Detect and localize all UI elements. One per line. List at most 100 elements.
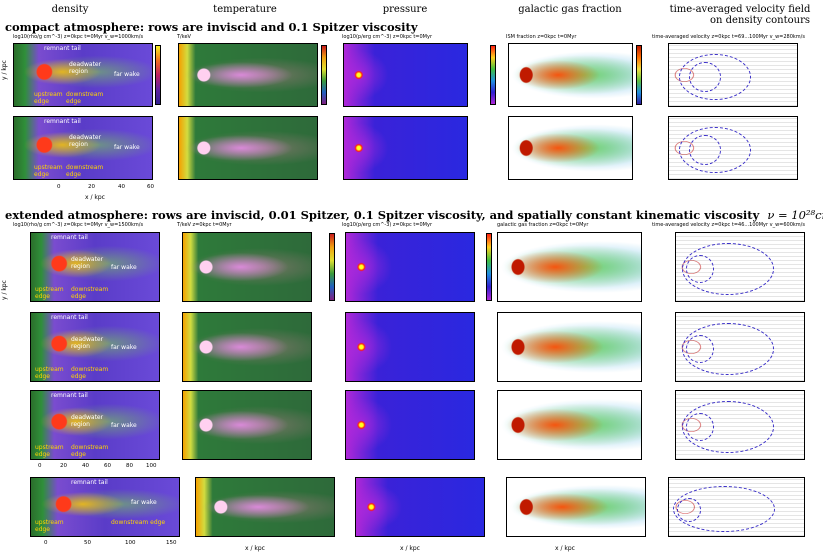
extended-x-tick: 20 [60, 463, 67, 469]
extended-vel-label: time-averaged velocity z=0kpc t=46...100… [652, 222, 805, 228]
extended-x-tick: 40 [82, 463, 89, 469]
upstream-edge-annotation: upstream edge [34, 91, 63, 105]
extended-x-axis-label-press: x / kpc [400, 545, 420, 552]
extended-press-panel-4 [355, 477, 485, 537]
extended-x-tick: 0 [38, 463, 42, 469]
compact-press-panel-2 [343, 116, 468, 180]
extended-gas-label: galactic gas fraction z=0kpc t=0Myr [497, 222, 589, 228]
far-wake-annotation: far wake [114, 71, 140, 78]
upstream-edge-annotation: upstream edge [34, 164, 63, 178]
extended-press-panel-3 [345, 390, 475, 460]
downstream-edge-annotation: downstream edge [71, 366, 109, 380]
deadwater-annotation: deadwater region [71, 414, 104, 428]
extended-temp-colorbar [329, 233, 335, 301]
compact-density-label: log10(rho/g cm^-3) z=0kpc t=0Myr v_w=100… [13, 34, 144, 40]
upstream-edge-annotation: upstream edge [35, 286, 64, 300]
upstream-edge-annotation: upstream edge [35, 366, 64, 380]
extended-temp-label: T/keV z=0kpc t=0Myr [177, 222, 232, 228]
upstream-edge-annotation: upstream edge [35, 519, 64, 533]
extended-vel-panel-3 [675, 390, 805, 460]
remnant-tail-annotation: remnant tail [51, 392, 88, 399]
extended-gas-panel-2 [497, 312, 642, 382]
extended-press-panel-1 [345, 232, 475, 302]
extended-x-tick-long: 0 [44, 540, 48, 546]
column-header-velocity: time-averaged velocity field on density … [660, 4, 820, 26]
far-wake-annotation: far wake [111, 422, 137, 429]
far-wake-annotation: far wake [114, 144, 140, 151]
extended-x-tick: 100 [146, 463, 157, 469]
extended-temp-panel-1 [182, 232, 312, 302]
upstream-edge-annotation: upstream edge [35, 444, 64, 458]
compact-temp-label: T/keV [177, 34, 191, 40]
extended-vel-panel-1 [675, 232, 805, 302]
remnant-tail-annotation: remnant tail [44, 45, 81, 52]
column-header-temperature: temperature [213, 4, 277, 15]
compact-x-tick: 0 [57, 184, 61, 190]
remnant-tail-annotation: remnant tail [51, 234, 88, 241]
compact-temp-panel-2 [178, 116, 318, 180]
far-wake-annotation: far wake [111, 344, 137, 351]
extended-vel-panel-4 [668, 477, 805, 537]
extended-temp-panel-3 [182, 390, 312, 460]
compact-x-axis-label: x / kpc [85, 194, 105, 201]
extended-vel-panel-2 [675, 312, 805, 382]
extended-x-axis-label-temp: x / kpc [245, 545, 265, 552]
compact-vel-label: time-averaged velocity z=0kpc t=69...100… [652, 34, 805, 40]
velocity-header-line1: time-averaged velocity field [669, 4, 811, 15]
compact-gas-label: ISM fraction z=0kpc t=0Myr [506, 34, 577, 40]
compact-temp-colorbar [321, 45, 327, 105]
compact-press-label: log10(p/erg cm^-3) z=0kpc t=0Myr [342, 34, 432, 40]
column-header-gas-fraction: galactic gas fraction [518, 4, 622, 15]
remnant-tail-annotation: remnant tail [71, 479, 108, 486]
deadwater-annotation: deadwater region [69, 134, 102, 148]
compact-press-colorbar [490, 45, 496, 105]
compact-press-panel-1 [343, 43, 468, 107]
nu-expression: ν = 10²⁸cm²s⁻¹ [767, 208, 823, 222]
compact-x-tick: 60 [147, 184, 154, 190]
extended-density-panel-4: remnant tail far wake upstream edge down… [30, 477, 180, 537]
extended-section-title: extended atmosphere: rows are inviscid, … [5, 208, 823, 222]
compact-x-tick: 20 [88, 184, 95, 190]
extended-x-tick: 60 [104, 463, 111, 469]
deadwater-annotation: deadwater region [71, 336, 104, 350]
compact-section-title: compact atmosphere: rows are inviscid an… [5, 20, 418, 34]
compact-gas-panel-1 [508, 43, 633, 107]
extended-density-panel-3: remnant tail deadwater region far wake u… [30, 390, 160, 460]
extended-density-label: log10(rho/g cm^-3) z=0kpc t=0Myr v_w=150… [13, 222, 144, 228]
extended-gas-panel-1 [497, 232, 642, 302]
extended-title-text: extended atmosphere: rows are inviscid, … [5, 208, 760, 222]
column-header-pressure: pressure [382, 4, 428, 15]
extended-density-panel-2: remnant tail deadwater region far wake u… [30, 312, 160, 382]
far-wake-annotation: far wake [131, 499, 157, 506]
extended-x-axis-label-gas: x / kpc [555, 545, 575, 552]
compact-temp-panel-1 [178, 43, 318, 107]
compact-density-panel-1: remnant tail deadwater region far wake u… [13, 43, 153, 107]
compact-vel-panel-1 [668, 43, 798, 107]
compact-gas-colorbar [636, 45, 642, 105]
remnant-tail-annotation: remnant tail [51, 314, 88, 321]
compact-density-colorbar [155, 45, 161, 105]
extended-x-tick-long: 50 [84, 540, 91, 546]
downstream-edge-annotation: downstream edge [71, 444, 109, 458]
compact-gas-panel-2 [508, 116, 633, 180]
deadwater-annotation: deadwater region [69, 61, 102, 75]
extended-x-tick: 80 [126, 463, 133, 469]
extended-x-tick-long: 150 [166, 540, 177, 546]
velocity-header-line2: on density contours [709, 15, 811, 26]
compact-x-tick: 40 [118, 184, 125, 190]
extended-press-colorbar [486, 233, 492, 301]
compact-y-axis-label: y / kpc [1, 60, 8, 80]
extended-temp-panel-4 [195, 477, 335, 537]
extended-density-panel-1: remnant tail deadwater region far wake u… [30, 232, 160, 302]
deadwater-annotation: deadwater region [71, 256, 104, 270]
remnant-tail-annotation: remnant tail [44, 118, 81, 125]
downstream-edge-inline-annotation: downstream edge [111, 519, 166, 526]
downstream-edge-annotation: downstream edge [66, 164, 104, 178]
downstream-edge-annotation: downstream edge [66, 91, 104, 105]
extended-press-label: log10(p/erg cm^-3) z=0kpc t=0Myr [342, 222, 432, 228]
compact-vel-panel-2 [668, 116, 798, 180]
downstream-edge-annotation: downstream edge [71, 286, 109, 300]
extended-gas-panel-3 [497, 390, 642, 460]
extended-gas-panel-4 [506, 477, 646, 537]
extended-temp-panel-2 [182, 312, 312, 382]
